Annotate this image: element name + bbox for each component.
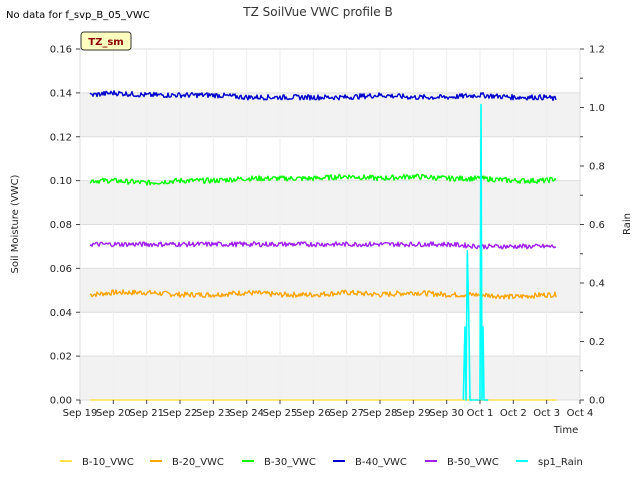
y-tick-label: 0.08 <box>50 220 72 231</box>
x-tick-label: Sep 28 <box>363 408 398 419</box>
x-tick-label: Oct 3 <box>533 408 560 419</box>
plot-background-bands <box>80 49 580 400</box>
x-tick-label: Sep 20 <box>96 408 131 419</box>
x-tick-label: Sep 23 <box>196 408 231 419</box>
legend-label-b-20-vwc: B-20_VWC <box>172 457 224 468</box>
series-b-30-vwc-line <box>89 173 557 186</box>
y-axis-title: Soil Moisture (VWC) <box>10 174 21 273</box>
y2-tick-label: 1.0 <box>589 103 605 114</box>
series-layer <box>89 90 557 401</box>
legend-label-b-30-vwc: B-30_VWC <box>264 457 316 468</box>
series-b-40-vwc-line <box>89 90 557 102</box>
plot-band <box>80 312 580 357</box>
plot-band <box>80 224 580 269</box>
y2-tick-label: 0.8 <box>589 162 605 173</box>
y-tick-label: 0.12 <box>50 132 72 143</box>
x-tick-label: Sep 29 <box>396 408 431 419</box>
series-sp1-rain-line <box>462 103 489 401</box>
plot-band <box>80 356 580 400</box>
site-badge-label: TZ_sm <box>88 37 123 48</box>
site-badge: TZ_sm <box>80 31 132 51</box>
x-tick-label: Sep 27 <box>329 408 364 419</box>
y-tick-label: 0.16 <box>50 45 72 56</box>
y2-tick-label: 0.4 <box>589 279 605 290</box>
x-tick-label: Sep 19 <box>63 408 98 419</box>
legend-label-b-50-vwc: B-50_VWC <box>447 457 499 468</box>
legend-label-b-40-vwc: B-40_VWC <box>355 457 407 468</box>
x-tick-label: Oct 2 <box>500 408 527 419</box>
no-data-note: No data for f_svp_B_05_VWC <box>6 10 150 21</box>
x-tick-label: Oct 4 <box>567 408 594 419</box>
x-tick-label: Sep 25 <box>263 408 298 419</box>
y-tick-label: 0.10 <box>50 176 72 187</box>
y2-axis-title: Rain <box>622 213 633 235</box>
legend: B-10_VWC B-20_VWC B-30_VWC B-40_VWC B-50_VWC… <box>60 457 583 468</box>
x-tick-label: Sep 26 <box>296 408 331 419</box>
legend-label-b-10-vwc: B-10_VWC <box>82 457 134 468</box>
y2-tick-label: 1.2 <box>589 45 605 56</box>
plot-band <box>80 92 580 137</box>
legend-label-sp1-rain: sp1_Rain <box>538 457 583 468</box>
y-tick-label: 0.00 <box>50 396 72 407</box>
axes-layer: 0.00 0.02 0.04 0.06 0.08 0.10 0.12 0.14 0.16 0.0 0… <box>50 45 605 420</box>
series-b-20-vwc-line <box>89 289 557 300</box>
plot-band <box>80 49 580 93</box>
chart-title: TZ SoilVue VWC profile B <box>242 5 392 19</box>
y2-tick-label: 0.6 <box>589 220 605 231</box>
x-tick-label: Sep 24 <box>229 408 264 419</box>
x-axis-title: Time <box>553 425 578 436</box>
y-tick-label: 0.02 <box>50 352 72 363</box>
x-tick-label: Sep 30 <box>429 408 464 419</box>
x-tick-label: Sep 22 <box>163 408 198 419</box>
plot-band <box>80 136 580 181</box>
x-tick-label: Oct 1 <box>467 408 494 419</box>
x-tick-label: Sep 21 <box>129 408 164 419</box>
plot-band <box>80 268 580 313</box>
y-tick-label: 0.04 <box>50 308 72 319</box>
y2-tick-label: 0.2 <box>589 337 605 348</box>
y-tick-label: 0.14 <box>50 88 72 99</box>
series-b-50-vwc-line <box>89 241 557 250</box>
y-tick-label: 0.06 <box>50 264 72 275</box>
plot-band <box>80 180 580 225</box>
site-badge-box <box>80 31 132 51</box>
y2-tick-label: 0.0 <box>589 396 605 407</box>
